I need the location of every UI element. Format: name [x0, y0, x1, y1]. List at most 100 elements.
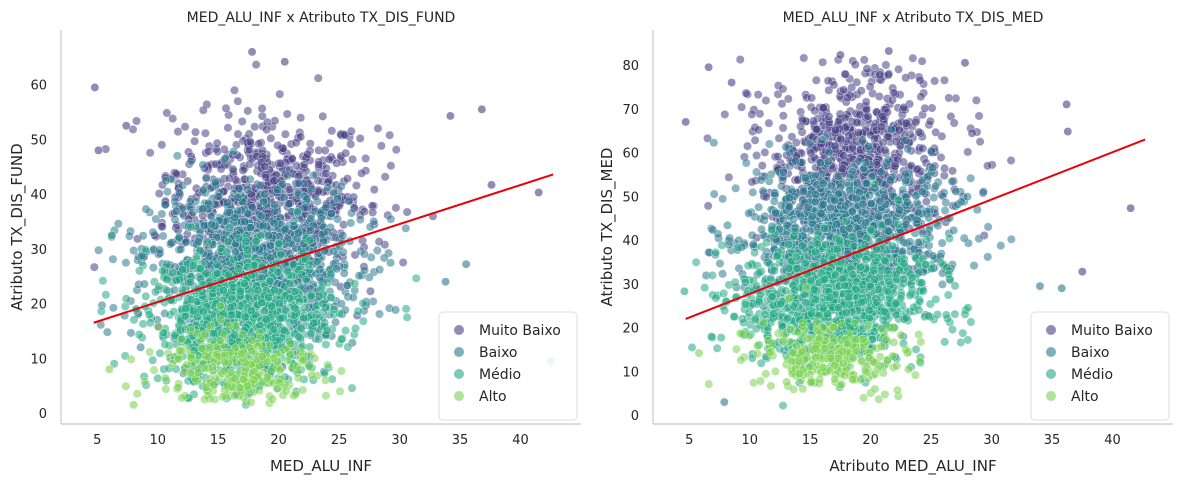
data-point-muito-baixo [890, 161, 900, 171]
data-point-baixo [956, 197, 966, 207]
data-point-medio [96, 306, 106, 316]
data-point-muito-baixo [967, 128, 977, 138]
data-point-baixo [354, 271, 364, 281]
data-point-baixo [941, 198, 951, 208]
data-point-baixo [283, 171, 293, 181]
data-point-muito-baixo [899, 102, 909, 112]
data-point-baixo [379, 253, 389, 263]
data-point-muito-baixo [720, 110, 730, 119]
data-point-baixo [139, 279, 149, 289]
data-point-muito-baixo [243, 106, 253, 116]
data-point-medio [154, 282, 164, 292]
data-point-baixo [901, 169, 910, 179]
data-point-medio [241, 237, 251, 246]
data-point-baixo [801, 224, 811, 234]
data-point-baixo [391, 305, 401, 315]
data-point-medio [314, 291, 324, 301]
y-tick-label: 10 [30, 352, 47, 367]
data-point-baixo [121, 258, 131, 268]
data-point-medio [186, 295, 196, 305]
data-point-alto [177, 393, 187, 403]
data-point-medio [192, 252, 202, 262]
data-point-medio [236, 286, 245, 296]
data-point-muito-baixo [914, 127, 924, 137]
data-point-baixo [847, 207, 857, 217]
data-point-baixo [1006, 234, 1016, 244]
x-tick-label: 40 [512, 433, 529, 448]
data-point-alto [262, 372, 272, 382]
data-point-alto [257, 351, 267, 361]
data-point-medio [256, 230, 266, 240]
y-tick-label: 70 [622, 103, 639, 118]
data-point-muito-baixo [778, 84, 788, 94]
x-tick-label: 10 [149, 433, 166, 448]
data-point-medio [290, 287, 300, 297]
data-point-medio [279, 326, 289, 336]
data-point-alto [321, 391, 331, 401]
data-point-medio [247, 305, 256, 315]
data-point-medio [305, 235, 315, 245]
data-point-muito-baixo [917, 56, 927, 66]
data-point-alto [206, 321, 216, 331]
data-point-baixo [129, 246, 139, 256]
data-point-baixo [125, 231, 134, 241]
data-point-alto [268, 364, 278, 374]
data-point-alto [186, 325, 196, 335]
data-point-baixo [272, 185, 282, 195]
data-point-alto [293, 373, 303, 383]
data-point-baixo [785, 161, 795, 171]
data-point-baixo [178, 180, 188, 190]
data-point-muito-baixo [901, 73, 911, 83]
data-point-medio [264, 293, 274, 302]
data-point-muito-baixo [321, 168, 331, 178]
data-point-baixo [308, 171, 318, 180]
data-point-muito-baixo [191, 127, 200, 137]
data-point-medio [181, 304, 190, 313]
data-point-muito-baixo [796, 121, 806, 131]
data-point-baixo [307, 184, 317, 194]
data-point-alto [219, 366, 229, 376]
data-point-muito-baixo [834, 116, 844, 126]
data-point-baixo [198, 185, 208, 195]
data-point-medio [687, 343, 697, 352]
x-tick-label: 20 [862, 433, 879, 448]
data-point-baixo [170, 285, 180, 295]
data-point-muito-baixo [204, 146, 214, 156]
data-point-muito-baixo [348, 154, 358, 164]
data-point-medio [321, 340, 331, 349]
data-point-alto [254, 386, 264, 396]
data-point-baixo [974, 234, 984, 244]
data-point-medio [227, 310, 236, 320]
data-point-alto [129, 400, 139, 410]
data-point-muito-baixo [753, 90, 763, 100]
data-point-medio [322, 326, 332, 335]
data-point-muito-baixo [850, 60, 860, 70]
data-point-baixo [233, 193, 243, 202]
data-point-medio [323, 278, 333, 288]
data-point-baixo [885, 175, 895, 185]
y-tick-label: 40 [622, 234, 639, 249]
data-point-medio [180, 311, 190, 321]
data-point-baixo [136, 342, 146, 352]
data-point-muito-baixo [918, 144, 928, 153]
data-point-medio [945, 234, 954, 243]
data-point-medio [301, 274, 311, 284]
data-point-baixo [329, 246, 339, 256]
data-point-muito-baixo [875, 70, 885, 80]
x-tick-label: 10 [741, 433, 758, 448]
data-point-muito-baixo [180, 122, 190, 132]
data-point-baixo [818, 179, 828, 189]
data-point-medio [185, 277, 195, 287]
data-point-muito-baixo [346, 139, 356, 149]
data-point-muito-baixo [257, 104, 267, 114]
data-point-muito-baixo [916, 92, 926, 102]
data-point-muito-baixo [276, 158, 286, 168]
data-point-muito-baixo [162, 108, 172, 118]
data-point-muito-baixo [373, 123, 383, 133]
data-point-muito-baixo [752, 151, 762, 160]
data-point-medio [276, 249, 286, 259]
data-point-muito-baixo [275, 89, 285, 99]
data-point-medio [148, 355, 158, 365]
data-point-medio [306, 291, 316, 301]
